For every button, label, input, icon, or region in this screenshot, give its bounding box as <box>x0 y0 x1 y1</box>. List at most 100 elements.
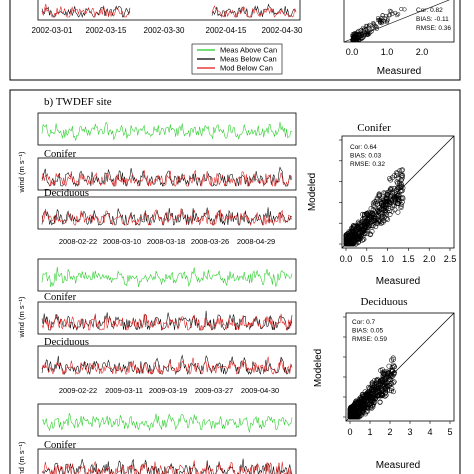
wind-axis-label: wind (m s⁻¹) <box>17 151 26 194</box>
scatter-point <box>389 203 395 209</box>
series-meas-above-can <box>41 121 293 141</box>
scatter-point <box>400 172 406 178</box>
scatter-point <box>367 232 373 238</box>
series-mod-below-can <box>41 208 293 227</box>
scatter-point <box>345 231 351 237</box>
scatter-point <box>350 228 356 234</box>
scatter-point <box>356 221 362 227</box>
scatter-point <box>399 6 404 12</box>
scatter-point <box>364 404 370 410</box>
scatter-point <box>394 173 400 179</box>
scatter-point <box>370 207 376 213</box>
stat-text: RMSE: 0.36 <box>416 25 451 32</box>
x-tick-label: 1 <box>367 427 372 437</box>
panel-2010-conifer <box>37 448 297 474</box>
x-tick-label: 1.0 <box>381 254 394 264</box>
x-tick-label: 2 <box>387 427 392 437</box>
panel-2009-conifer <box>37 301 297 335</box>
deciduous-label: Deciduous <box>44 337 89 348</box>
conifer-scatter: Conifer Cor: 0.64 BIAS: 0.03 RMSE: 0.32 … <box>307 122 455 287</box>
scatter-point <box>379 214 385 220</box>
scatter-point <box>393 10 398 15</box>
scatter-point <box>376 193 382 199</box>
scatter-frame <box>345 312 455 422</box>
scatter-point <box>367 389 373 395</box>
scatter-point <box>377 399 383 405</box>
timeseries-layer <box>41 121 293 474</box>
scatter-point <box>356 28 361 33</box>
scatter-point <box>359 396 365 402</box>
scatter-point <box>391 202 396 208</box>
scatter-point <box>357 399 363 405</box>
legend-label: Meas Above Can <box>220 46 277 55</box>
conifer-label: Conifer <box>44 149 77 160</box>
series-meas-below-can <box>41 458 292 474</box>
scatter-points <box>341 135 455 249</box>
scatter-point <box>365 23 370 29</box>
stat-text: BIAS: -0.11 <box>416 16 449 23</box>
x-tick-label: 0.5 <box>361 254 374 264</box>
scatter-point <box>379 16 384 21</box>
scatter-point <box>376 219 382 225</box>
scatter-point <box>376 213 382 219</box>
scatter-point <box>390 357 396 363</box>
date-tick: 2008-02-22 <box>59 237 97 246</box>
series-meas-below-can <box>41 354 293 376</box>
wind-axis-label: wind (m s⁻¹) <box>17 441 26 474</box>
stat-text: Cor: 0.64 <box>350 144 377 151</box>
scatter-point <box>377 391 383 397</box>
x-tick-label: 4 <box>427 427 432 437</box>
scatter-point <box>387 8 392 13</box>
x-tick-label: 1.5 <box>402 254 415 264</box>
scatter-point <box>382 208 388 214</box>
x-tick: 1.0 <box>381 47 394 57</box>
scatter-point <box>391 203 397 209</box>
scatter-point <box>387 212 393 217</box>
y-axis-label: Modeled <box>307 173 318 211</box>
top-panel-frame <box>9 0 461 81</box>
scatter-point <box>385 17 390 22</box>
stat-text: Cor: 0.82 <box>416 7 443 14</box>
date-tick: 2009-03-11 <box>105 386 143 395</box>
series-meas-above-can <box>41 413 293 433</box>
date-tick: 2009-04-30 <box>241 386 279 395</box>
scatter-point <box>361 404 366 410</box>
scatter-point <box>361 28 367 33</box>
scatter-point <box>368 212 374 218</box>
scatter-point <box>361 212 367 217</box>
series-mod-below-can <box>41 3 131 18</box>
scatter-point <box>392 364 397 370</box>
scatter-point <box>382 199 388 205</box>
section-title: b) TWDEF site <box>44 96 112 108</box>
legend-label: Mod Below Can <box>220 64 273 73</box>
scatter-point <box>348 405 353 411</box>
scatter-point <box>388 371 394 377</box>
scatter-point <box>365 389 371 395</box>
x-tick-label: 0 <box>347 427 352 437</box>
scatter-point <box>380 393 386 399</box>
x-axis-label: Measured <box>377 66 421 77</box>
scatter-point <box>355 240 361 246</box>
scatter-point <box>355 220 361 226</box>
scatter-point <box>364 221 370 227</box>
scatter-point <box>384 372 390 377</box>
scatter-point <box>359 228 365 234</box>
series-mod-below-can <box>41 356 293 375</box>
scatter-point <box>360 228 366 233</box>
scatter-point <box>361 227 367 233</box>
scatter-point <box>365 219 371 225</box>
stat-text: RMSE: 0.59 <box>352 336 387 343</box>
x-tick-label: 2.5 <box>444 254 457 264</box>
scatter-point <box>348 229 354 235</box>
scatter-point <box>399 173 405 179</box>
scatter-point <box>386 13 391 18</box>
scatter-point <box>395 209 401 215</box>
scatter-point <box>356 37 361 43</box>
series-mod-below-can <box>41 313 293 331</box>
date-tick: 2008-03-10 <box>103 237 141 246</box>
scatter-point <box>398 203 404 209</box>
scatter-point <box>387 176 392 182</box>
date-tick: 2008-03-26 <box>191 237 229 246</box>
date-tick: 2002-04-15 <box>206 26 247 35</box>
scatter-point <box>372 24 377 29</box>
